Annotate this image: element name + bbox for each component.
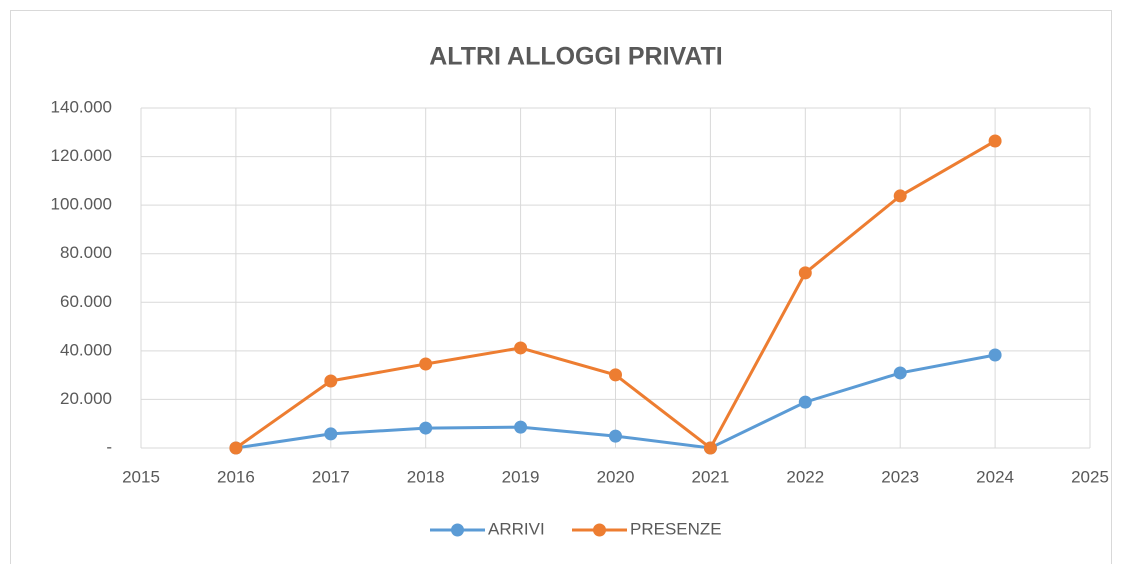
x-tick-label: 2021 xyxy=(691,467,729,486)
marker xyxy=(988,348,1002,362)
marker xyxy=(609,368,622,382)
marker xyxy=(419,421,433,435)
y-tick-label: 60.000 xyxy=(60,292,112,311)
y-tick-label: 100.000 xyxy=(51,195,112,214)
chart-border xyxy=(10,10,1112,564)
marker xyxy=(893,366,907,380)
marker xyxy=(229,441,243,455)
y-tick-label: 20.000 xyxy=(60,389,112,408)
marker xyxy=(609,429,622,443)
marker xyxy=(703,441,717,455)
marker xyxy=(324,427,338,441)
x-tick-label: 2015 xyxy=(122,467,160,486)
x-tick-label: 2019 xyxy=(502,467,540,486)
x-tick-label: 2020 xyxy=(597,467,635,486)
x-tick-label: 2022 xyxy=(786,467,824,486)
chart-title: ALTRI ALLOGGI PRIVATI xyxy=(429,43,723,71)
marker xyxy=(798,395,812,409)
marker xyxy=(324,374,338,388)
marker xyxy=(893,189,907,203)
x-tick-label: 2023 xyxy=(881,467,919,486)
y-tick-label: 80.000 xyxy=(60,243,112,262)
y-tick-label: 140.000 xyxy=(51,97,112,116)
marker xyxy=(514,420,528,434)
x-tick-label: 2018 xyxy=(407,467,445,486)
legend-marker xyxy=(593,523,606,537)
x-tick-label: 2017 xyxy=(312,467,350,486)
y-tick-label: - xyxy=(106,437,112,456)
marker xyxy=(798,266,812,280)
legend-label: ARRIVI xyxy=(488,519,545,538)
x-tick-label: 2016 xyxy=(217,467,255,486)
marker xyxy=(988,134,1002,148)
y-tick-label: 40.000 xyxy=(60,340,112,359)
y-tick-label: 120.000 xyxy=(51,146,112,165)
x-tick-label: 2024 xyxy=(976,467,1014,486)
marker xyxy=(419,357,433,371)
legend-label: PRESENZE xyxy=(630,519,722,538)
x-tick-label: 2025 xyxy=(1071,467,1109,486)
marker xyxy=(514,341,528,355)
legend-marker xyxy=(451,523,464,537)
